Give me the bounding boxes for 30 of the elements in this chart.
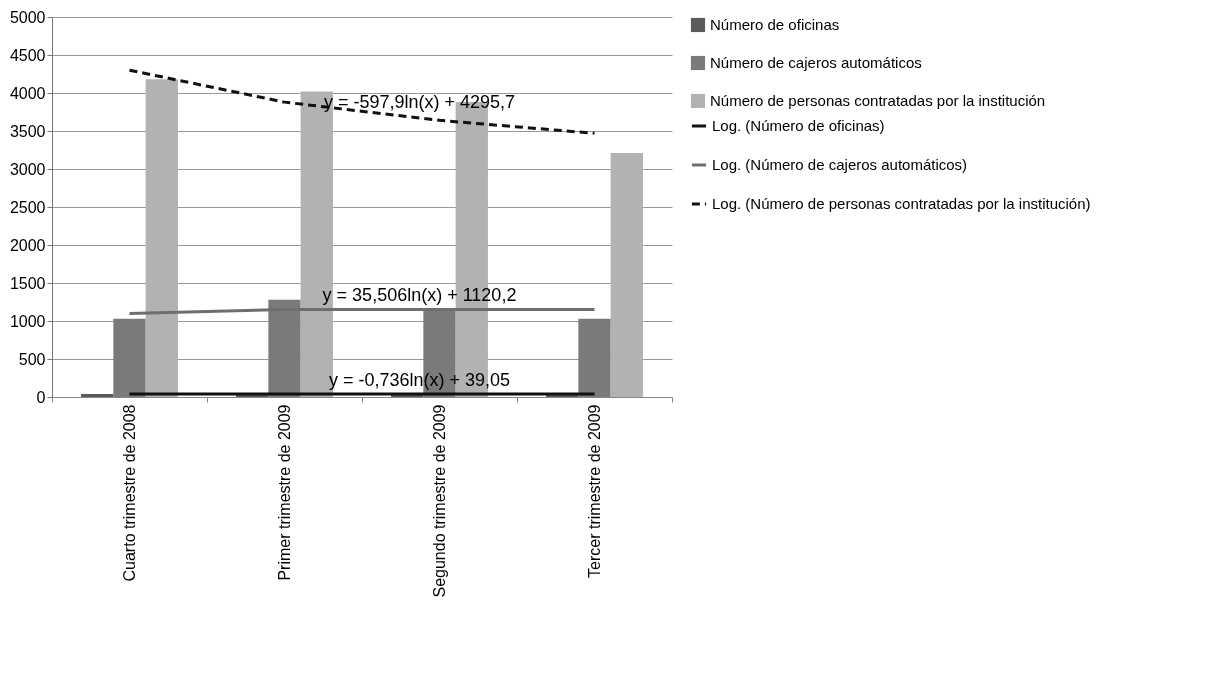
legend-label: Número de personas contratadas por la institución xyxy=(710,92,1046,109)
y-tick-label: 500 xyxy=(18,350,46,368)
y-tick-label: 3500 xyxy=(9,122,46,140)
x-tick-label: Primer trimestre de 2009 xyxy=(276,404,293,581)
y-tick-label: 0 xyxy=(36,388,46,406)
y-tick-label: 5000 xyxy=(9,8,46,26)
annotation: y = -0,736ln(x) + 39,05 xyxy=(328,370,511,391)
y-tick-label: 2500 xyxy=(9,198,46,216)
y-tick-label: 4000 xyxy=(9,84,46,102)
y-tick-label: 2000 xyxy=(9,236,46,254)
y-tick-label: 1500 xyxy=(9,274,46,292)
legend-label: Log. (Número de personas contratadas por la institución) xyxy=(712,195,1091,212)
bar xyxy=(81,393,114,397)
legend-label: Número de cajeros automáticos xyxy=(710,54,922,71)
y-tick-label: 3000 xyxy=(9,160,46,178)
y-tick-label: 1000 xyxy=(9,312,46,330)
legend-label: Log. (Número de oficinas) xyxy=(712,117,885,134)
legend-label: Número de oficinas xyxy=(710,16,840,33)
x-tick-label: Tercer trimestre de 2009 xyxy=(586,404,603,578)
x-tick-label: Cuarto trimestre de 2008 xyxy=(121,404,138,582)
legend-label: Log. (Número de cajeros automáticos) xyxy=(712,156,968,173)
x-tick-label: Segundo trimestre de 2009 xyxy=(431,404,448,598)
bar xyxy=(145,79,178,397)
annotation: y = -597,9ln(x) + 4295,7 xyxy=(323,91,516,112)
bar xyxy=(578,318,611,397)
y-tick-label: 4500 xyxy=(9,46,46,64)
annotation: y = 35,506ln(x) + 1120,2 xyxy=(322,284,517,305)
bar xyxy=(113,318,146,397)
line-series xyxy=(128,68,596,135)
bar xyxy=(610,153,643,397)
